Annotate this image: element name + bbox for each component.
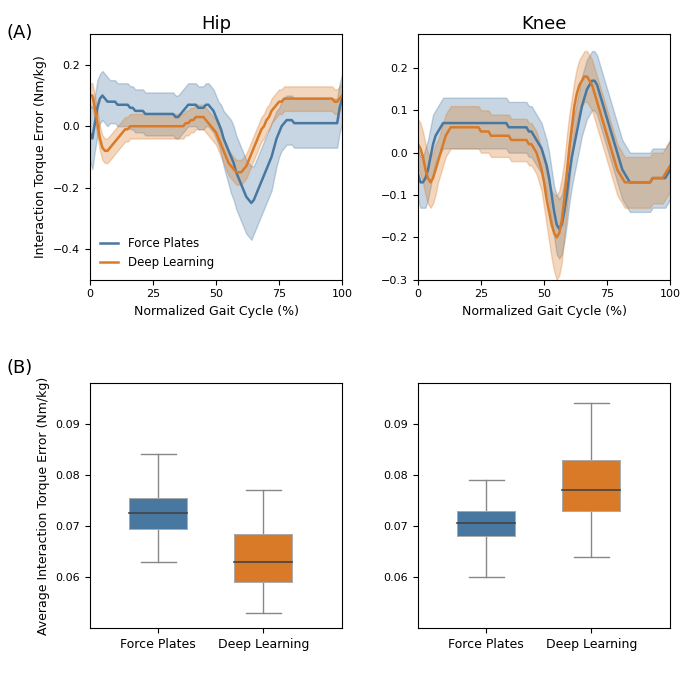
Force Plates [280,119,288,127]
Legend: Force Plates, Deep Learning: Force Plates, Deep Learning [96,232,218,274]
Deep Learning [530,144,538,152]
Force Plates [106,98,114,106]
Force Plates [608,132,616,140]
X-axis label: Normalized Gait Cycle (%): Normalized Gait Cycle (%) [462,305,627,318]
Deep Learning [666,161,674,169]
Deep Learning [86,92,94,100]
Line: Deep Learning: Deep Learning [418,76,670,238]
Force Plates [338,94,346,102]
Title: Knee: Knee [522,14,567,33]
Text: (A): (A) [7,24,33,42]
X-axis label: Normalized Gait Cycle (%): Normalized Gait Cycle (%) [133,305,299,318]
Force Plates [205,100,213,109]
Force Plates [568,153,576,161]
Line: Force Plates: Force Plates [418,81,670,229]
Deep Learning [477,128,485,136]
Deep Learning [278,98,286,106]
Force Plates [431,132,439,140]
Deep Learning [568,123,576,131]
Deep Learning [414,140,422,148]
Force Plates [151,110,160,118]
Force Plates [530,132,538,140]
Force Plates [477,119,485,127]
Force Plates [414,170,422,178]
Deep Learning [580,72,589,81]
Title: Hip: Hip [201,14,231,33]
Force Plates [596,89,604,98]
Bar [234,533,292,583]
Force Plates [240,186,248,195]
Line: Deep Learning: Deep Learning [90,96,342,172]
Deep Learning [265,113,273,121]
Deep Learning [338,92,346,100]
Deep Learning [608,149,616,157]
Force Plates [555,225,563,233]
Bar [129,498,187,529]
Y-axis label: Average Interaction Torque Error (Nm/kg): Average Interaction Torque Error (Nm/kg) [37,376,50,635]
Line: Force Plates: Force Plates [90,96,342,203]
Force Plates [98,92,106,100]
Force Plates [666,165,674,173]
Force Plates [267,153,276,161]
Force Plates [588,76,596,85]
Bar [562,460,621,511]
Deep Learning [149,122,157,130]
Deep Learning [240,165,248,173]
Deep Learning [232,168,240,176]
Deep Learning [431,165,439,173]
Deep Learning [104,147,112,155]
Y-axis label: Interaction Torque Error (Nm/kg): Interaction Torque Error (Nm/kg) [35,55,48,258]
Deep Learning [596,107,604,115]
Deep Learning [202,116,210,124]
Force Plates [86,128,94,137]
Bar [457,511,515,536]
Deep Learning [553,234,561,242]
Force Plates [247,199,256,207]
Text: (B): (B) [7,359,33,376]
